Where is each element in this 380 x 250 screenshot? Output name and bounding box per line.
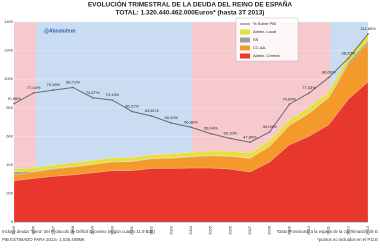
pct-label: 70,96%: [7, 96, 21, 101]
pct-label: 70,60%: [283, 96, 297, 101]
pct-label: 112,85%: [360, 26, 376, 31]
x-tick-label: 1998: [70, 225, 75, 235]
x-tick-label: 2012: [345, 225, 350, 235]
pct-point: [52, 89, 55, 91]
legend-swatch: [240, 45, 250, 51]
watermark: @Absolutexe: [44, 28, 76, 34]
x-tick-label: 2009: [286, 225, 291, 235]
pct-point: [111, 99, 114, 102]
x-tick-label: 1997: [50, 225, 55, 235]
x-tick-label: 2001: [129, 225, 134, 235]
pct-label: 77,33%: [302, 85, 316, 90]
pct-point: [190, 126, 192, 129]
pct-point: [32, 92, 35, 94]
pct-label: 74,57%: [86, 90, 100, 95]
y-tick-label: 600: [6, 133, 13, 138]
x-tick-label: 2006: [227, 225, 232, 235]
x-tick-label: 1996: [31, 225, 36, 235]
pct-point: [209, 132, 212, 135]
pct-label: 66,31%: [125, 104, 139, 109]
x-tick-label: 2005: [208, 225, 213, 235]
pct-point: [91, 96, 94, 99]
pct-label: 79,15%: [47, 82, 61, 87]
y-tick-label: 0: [11, 219, 14, 224]
y-tick-label: 800: [6, 105, 13, 110]
x-tick-label: 2010: [306, 225, 311, 235]
pct-label: 50,10%: [224, 131, 238, 136]
pct-point: [347, 57, 350, 60]
area: [13, 34, 369, 173]
x-tick-label: 2003: [168, 225, 173, 235]
pct-label: 86,66%: [322, 70, 336, 75]
footnote: Incluye deuda "fuera" del Protocolo de D…: [2, 229, 156, 234]
legend: % Sobre PIB Admin. Local SS CC.AA. Admin. Ce…: [235, 17, 299, 62]
pct-point: [170, 122, 173, 124]
pct-label: 98,20%: [342, 50, 356, 55]
pct-point: [288, 103, 291, 106]
pct-label: 63,61%: [145, 108, 159, 113]
y-tick-label: 200: [6, 190, 13, 195]
pct-label: 77,44%: [27, 85, 41, 90]
x-tick-label: 2011: [326, 225, 331, 234]
y-tick-label: 1400: [4, 19, 14, 24]
pct-point: [308, 92, 310, 95]
legend-label: % Sobre PIB: [253, 21, 276, 26]
pct-label: 54,04%: [263, 124, 277, 129]
y-tick-label: 1200: [4, 48, 14, 53]
chart-subtitle: TOTAL: 1.320.440.462.000Euros* (hasta 3T…: [116, 10, 265, 17]
pct-label: 73,13%: [106, 92, 120, 97]
x-tick-label: 2013: [365, 225, 370, 235]
pct-point: [367, 33, 369, 35]
chart-title: EVOLUCIÓN TRIMESTRAL DE LA DEUDA DEL REI…: [88, 0, 293, 9]
x-tick-label: 2008: [267, 225, 272, 235]
x-tick-label: 1999: [90, 225, 95, 235]
pct-point: [327, 76, 330, 79]
x-tick-label: 2007: [247, 225, 252, 235]
pct-label: 56,86%: [184, 119, 198, 124]
pct-label: 47,85%: [243, 134, 257, 139]
legend-swatch: [240, 29, 250, 35]
pct-point: [150, 115, 153, 117]
pct-point: [249, 141, 251, 144]
footnote: *puntos no incluidos en el P.D.E: [317, 237, 378, 242]
x-tick-label: 2004: [188, 225, 193, 235]
pct-point: [229, 137, 232, 140]
y-tick-label: 1000: [4, 76, 14, 81]
legend-label: CC.AA.: [253, 45, 266, 50]
x-tick-label: 1995: [11, 225, 16, 235]
pct-label: 59,42%: [165, 115, 179, 120]
footnote: PIB ESTIMADO PARA 2013= 1.035.408M€: [2, 237, 85, 242]
pct-point: [72, 86, 74, 89]
footnote: *Dato Provisional a la espera de la conf…: [276, 229, 378, 234]
y-tick-label: 400: [6, 162, 13, 167]
pct-point: [13, 102, 15, 105]
x-tick-label: 2002: [149, 225, 154, 235]
legend-label: SS: [253, 37, 259, 42]
legend-label: Admin. Local: [253, 29, 276, 34]
x-tick-label: 2000: [109, 225, 114, 235]
pct-point: [268, 131, 271, 133]
pct-label: 80,71%: [66, 80, 80, 85]
legend-swatch: [240, 37, 250, 43]
pct-label: 53,04%: [204, 126, 218, 131]
legend-label: Admin. Central: [253, 53, 280, 58]
pct-point: [131, 110, 133, 113]
legend-swatch: [240, 53, 250, 59]
